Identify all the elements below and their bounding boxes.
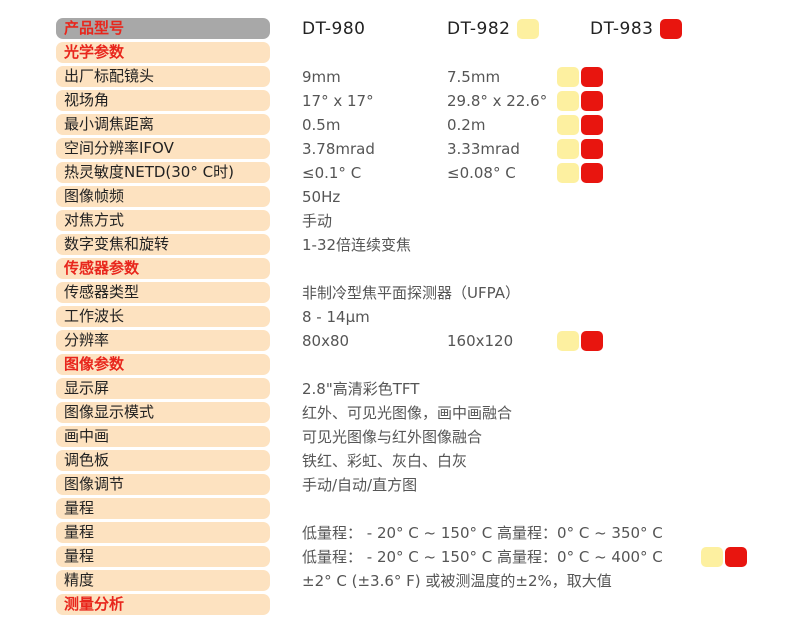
value-dt982: ≤0.08° C (447, 164, 516, 182)
spec-label: 显示屏 (56, 378, 270, 399)
section-row: 测量分析 (0, 593, 790, 617)
spec-row: 出厂标配镜头 9mm 7.5mm (0, 65, 790, 89)
spec-label: 精度 (56, 570, 270, 591)
spec-row: 量程 低量程： - 20° C ~ 150° C 高量程：0° C ~ 350° … (0, 521, 790, 545)
spec-label: 空间分辨率IFOV (56, 138, 270, 159)
spec-label: 画中画 (56, 426, 270, 447)
model-dt980: DT-980 (302, 19, 366, 39)
spec-label: 量程 (56, 522, 270, 543)
spec-label: 分辨率 (56, 330, 270, 351)
spec-row: 分辨率 80x80 160x120 (0, 329, 790, 353)
spec-label: 传感器类型 (56, 282, 270, 303)
dt983-marker (581, 331, 603, 351)
spec-label: 热灵敏度NETD(30° C时) (56, 162, 270, 183)
model-dt983-marker (660, 19, 682, 39)
section-title: 传感器参数 (56, 258, 270, 279)
value-dt980: ≤0.1° C (302, 164, 362, 182)
value-dt980: 低量程： - 20° C ~ 150° C 高量程：0° C ~ 400° C (302, 548, 663, 566)
spec-row: 图像调节 手动/自动/直方图 (0, 473, 790, 497)
dt983-marker (725, 547, 747, 567)
value-dt982: 0.2m (447, 116, 486, 134)
spec-label: 最小调焦距离 (56, 114, 270, 135)
header-row: 产品型号 DT-980 DT-982 DT-983 (0, 17, 790, 41)
value-dt980: 17° x 17° (302, 92, 374, 110)
spec-row: 空间分辨率IFOV 3.78mrad 3.33mrad (0, 137, 790, 161)
value-dt980: ±2° C (±3.6° F) 或被测温度的±2%，取大值 (302, 572, 612, 590)
spec-row: 热灵敏度NETD(30° C时) ≤0.1° C ≤0.08° C (0, 161, 790, 185)
spec-label: 出厂标配镜头 (56, 66, 270, 87)
dt982-marker (557, 139, 579, 159)
spec-row: 最小调焦距离 0.5m 0.2m (0, 113, 790, 137)
header-label: 产品型号 (56, 18, 270, 39)
spec-label: 图像调节 (56, 474, 270, 495)
dt983-marker (581, 67, 603, 87)
spec-label: 图像显示模式 (56, 402, 270, 423)
section-row: 图像参数 (0, 353, 790, 377)
dt982-marker (557, 331, 579, 351)
spec-label: 量程 (56, 498, 270, 519)
spec-row: 图像帧频 50Hz (0, 185, 790, 209)
value-dt980: 0.5m (302, 116, 341, 134)
value-dt982: 160x120 (447, 332, 514, 350)
spec-label: 调色板 (56, 450, 270, 471)
dt983-marker (581, 115, 603, 135)
value-dt980: 3.78mrad (302, 140, 375, 158)
spec-row: 显示屏 2.8"高清彩色TFT (0, 377, 790, 401)
dt982-marker (557, 163, 579, 183)
value-dt980: 低量程： - 20° C ~ 150° C 高量程：0° C ~ 350° C (302, 524, 663, 542)
model-dt982: DT-982 (447, 19, 511, 39)
value-dt980: 铁红、彩虹、灰白、白灰 (302, 452, 468, 470)
section-row: 光学参数 (0, 41, 790, 65)
value-dt980: 2.8"高清彩色TFT (302, 380, 420, 398)
value-dt980: 非制冷型焦平面探测器（UFPA） (302, 284, 520, 302)
value-dt982: 7.5mm (447, 68, 501, 86)
spec-label: 视场角 (56, 90, 270, 111)
section-title: 图像参数 (56, 354, 270, 375)
value-dt982: 29.8° x 22.6° (447, 92, 548, 110)
spec-label: 量程 (56, 546, 270, 567)
value-dt980: 手动/自动/直方图 (302, 476, 418, 494)
dt983-marker (581, 91, 603, 111)
spec-row: 量程 (0, 497, 790, 521)
dt982-marker (701, 547, 723, 567)
value-dt980: 1-32倍连续变焦 (302, 236, 412, 254)
dt982-marker (557, 91, 579, 111)
dt982-marker (557, 67, 579, 87)
value-dt980: 红外、可见光图像，画中画融合 (302, 404, 513, 422)
spec-label: 数字变焦和旋转 (56, 234, 270, 255)
value-dt980: 50Hz (302, 188, 341, 206)
spec-row: 画中画 可见光图像与红外图像融合 (0, 425, 790, 449)
spec-row: 视场角 17° x 17° 29.8° x 22.6° (0, 89, 790, 113)
spec-row: 精度 ±2° C (±3.6° F) 或被测温度的±2%，取大值 (0, 569, 790, 593)
spec-label: 工作波长 (56, 306, 270, 327)
spec-label: 对焦方式 (56, 210, 270, 231)
value-dt982: 3.33mrad (447, 140, 520, 158)
spec-label: 图像帧频 (56, 186, 270, 207)
model-dt982-marker (517, 19, 539, 39)
section-title: 测量分析 (56, 594, 270, 615)
spec-row: 传感器类型 非制冷型焦平面探测器（UFPA） (0, 281, 790, 305)
dt983-marker (581, 163, 603, 183)
value-dt980: 8 - 14μm (302, 308, 370, 326)
value-dt980: 9mm (302, 68, 341, 86)
dt983-marker (581, 139, 603, 159)
section-title: 光学参数 (56, 42, 270, 63)
section-row: 传感器参数 (0, 257, 790, 281)
spec-row: 数字变焦和旋转 1-32倍连续变焦 (0, 233, 790, 257)
spec-row: 工作波长 8 - 14μm (0, 305, 790, 329)
model-dt983: DT-983 (590, 19, 654, 39)
value-dt980: 80x80 (302, 332, 350, 350)
value-dt980: 手动 (302, 212, 333, 230)
value-dt980: 可见光图像与红外图像融合 (302, 428, 483, 446)
spec-row: 对焦方式 手动 (0, 209, 790, 233)
spec-row: 图像显示模式 红外、可见光图像，画中画融合 (0, 401, 790, 425)
spec-row: 调色板 铁红、彩虹、灰白、白灰 (0, 449, 790, 473)
spec-row: 量程 低量程： - 20° C ~ 150° C 高量程：0° C ~ 400° … (0, 545, 790, 569)
dt982-marker (557, 115, 579, 135)
